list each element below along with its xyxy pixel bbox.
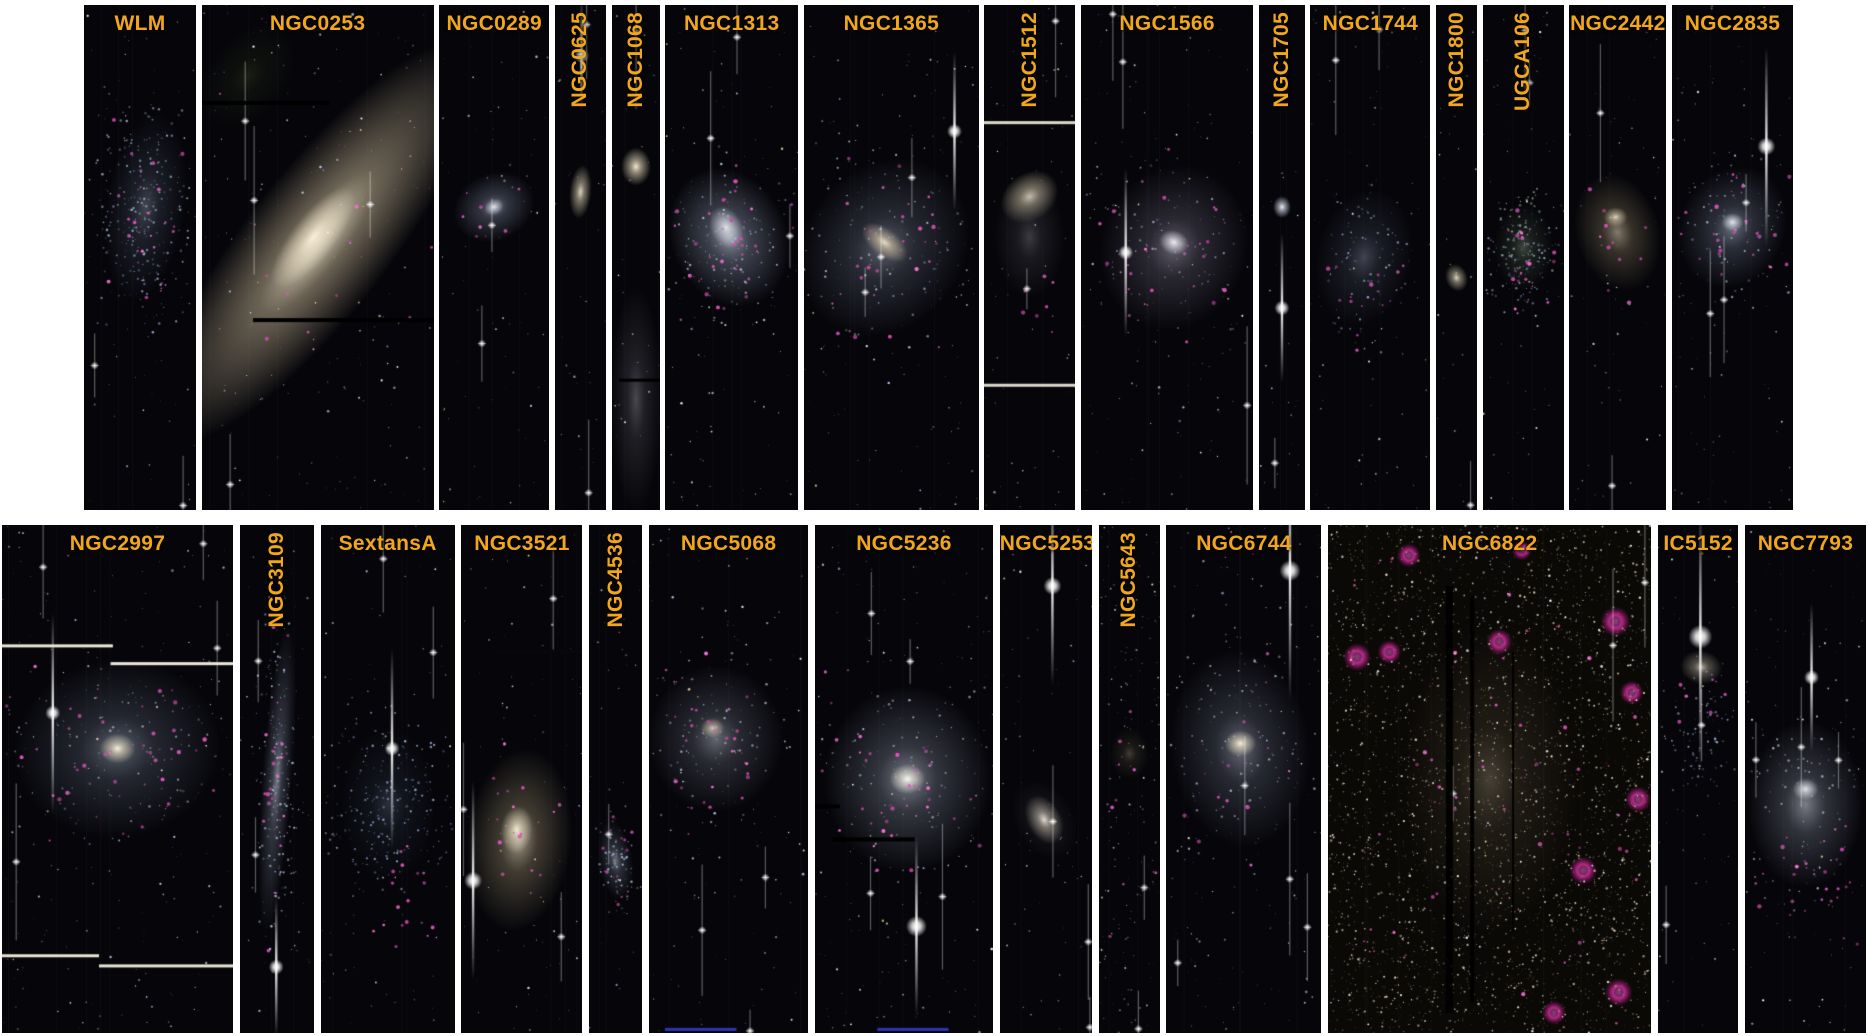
galaxy-panel-ngc1800: NGC1800: [1436, 5, 1478, 510]
galaxy-name-label: NGC1512: [1017, 12, 1041, 108]
montage-row-bottom: NGC2997 NGC3109 SextansA NGC3521 NGC4536…: [2, 525, 1866, 1033]
starfield-canvas: [611, 5, 660, 510]
starfield-canvas: [999, 525, 1092, 1033]
galaxy-name-label: NGC3109: [264, 532, 288, 628]
galaxy-name-label: NGC2997: [69, 532, 166, 555]
galaxy-name-label: NGC1068: [623, 12, 647, 108]
starfield-canvas: [239, 525, 314, 1033]
galaxy-name-label: NGC5253: [999, 532, 1092, 555]
galaxy-name-label: NGC6744: [1196, 532, 1292, 555]
galaxy-name-label: NGC4536: [603, 532, 627, 628]
galaxy-name-label: NGC1313: [683, 12, 780, 35]
starfield-canvas: [554, 5, 606, 510]
galaxy-name-label: NGC5236: [856, 532, 952, 555]
galaxy-panel-ngc6744: NGC6744: [1166, 525, 1322, 1033]
starfield-canvas: [84, 5, 196, 510]
starfield-canvas: [1482, 5, 1564, 510]
galaxy-panel-ngc5068: NGC5068: [649, 525, 809, 1033]
starfield-canvas: [201, 5, 434, 510]
galaxy-panel-ugca106: UGCA106: [1482, 5, 1564, 510]
galaxy-name-label: NGC1365: [843, 12, 940, 35]
starfield-canvas: [984, 5, 1076, 510]
starfield-canvas: [803, 5, 979, 510]
starfield-canvas: [1081, 5, 1254, 510]
starfield-canvas: [439, 5, 550, 510]
starfield-canvas: [1166, 525, 1322, 1033]
galaxy-name-label: NGC1800: [1444, 12, 1468, 108]
starfield-canvas: [1744, 525, 1866, 1033]
galaxy-panel-ngc0289: NGC0289: [439, 5, 550, 510]
galaxy-panel-ngc1744: NGC1744: [1310, 5, 1431, 510]
starfield-canvas: [1258, 5, 1305, 510]
galaxy-name-label: NGC3521: [474, 532, 570, 555]
starfield-canvas: [1436, 5, 1478, 510]
galaxy-panel-ngc0253: NGC0253: [201, 5, 434, 510]
starfield-canvas: [649, 525, 809, 1033]
starfield-canvas: [1328, 525, 1652, 1033]
galaxy-panel-ngc3109: NGC3109: [239, 525, 314, 1033]
starfield-canvas: [1658, 525, 1739, 1033]
galaxy-panel-ic5152: IC5152: [1658, 525, 1739, 1033]
montage-row-top: WLM NGC0253 NGC0289 NGC0625 NGC1068 NGC1…: [84, 5, 1793, 510]
galaxy-panel-ngc1365: NGC1365: [803, 5, 979, 510]
starfield-canvas: [2, 525, 233, 1033]
galaxy-name-label: NGC5068: [680, 532, 777, 555]
galaxy-name-label: NGC0625: [568, 12, 592, 108]
galaxy-panel-ngc7793: NGC7793: [1744, 525, 1866, 1033]
starfield-canvas: [665, 5, 799, 510]
galaxy-panel-sextansa: SextansA: [320, 525, 455, 1033]
galaxy-name-label: NGC5643: [1117, 532, 1141, 628]
galaxy-panel-ngc6822: NGC6822: [1328, 525, 1652, 1033]
starfield-canvas: [1098, 525, 1160, 1033]
starfield-canvas: [589, 525, 643, 1033]
galaxy-name-label: NGC2835: [1684, 12, 1781, 35]
galaxy-panel-ngc5643: NGC5643: [1098, 525, 1160, 1033]
starfield-canvas: [1310, 5, 1431, 510]
galaxy-panel-ngc1512: NGC1512: [984, 5, 1076, 510]
starfield-canvas: [461, 525, 583, 1033]
galaxy-panel-ngc2997: NGC2997: [2, 525, 233, 1033]
galaxy-name-label: NGC2442: [1570, 12, 1666, 35]
galaxy-name-label: NGC1744: [1322, 12, 1419, 35]
galaxy-panel-ngc2442: NGC2442: [1569, 5, 1667, 510]
galaxy-name-label: SextansA: [338, 532, 437, 555]
galaxy-panel-ngc1566: NGC1566: [1081, 5, 1254, 510]
galaxy-panel-wlm: WLM: [84, 5, 196, 510]
galaxy-name-label: NGC0289: [446, 12, 543, 35]
galaxy-panel-ngc3521: NGC3521: [461, 525, 583, 1033]
starfield-canvas: [1569, 5, 1667, 510]
galaxy-name-label: NGC0253: [269, 12, 366, 35]
galaxy-name-label: NGC7793: [1757, 532, 1854, 555]
galaxy-panel-ngc1068: NGC1068: [611, 5, 660, 510]
galaxy-panel-ngc5253: NGC5253: [999, 525, 1092, 1033]
galaxy-name-label: WLM: [114, 12, 166, 35]
galaxy-panel-ngc1313: NGC1313: [665, 5, 799, 510]
galaxy-name-label: UGCA106: [1511, 12, 1535, 111]
galaxy-panel-ngc0625: NGC0625: [554, 5, 606, 510]
galaxy-name-label: NGC6822: [1442, 532, 1538, 555]
galaxy-name-label: NGC1705: [1269, 12, 1293, 108]
starfield-canvas: [814, 525, 993, 1033]
starfield-canvas: [320, 525, 455, 1033]
galaxy-panel-ngc4536: NGC4536: [589, 525, 643, 1033]
galaxy-name-label: IC5152: [1663, 532, 1733, 555]
galaxy-panel-ngc5236: NGC5236: [814, 525, 993, 1033]
galaxy-name-label: NGC1566: [1119, 12, 1215, 35]
galaxy-panel-ngc1705: NGC1705: [1258, 5, 1305, 510]
galaxy-panel-ngc2835: NGC2835: [1671, 5, 1793, 510]
starfield-canvas: [1671, 5, 1793, 510]
